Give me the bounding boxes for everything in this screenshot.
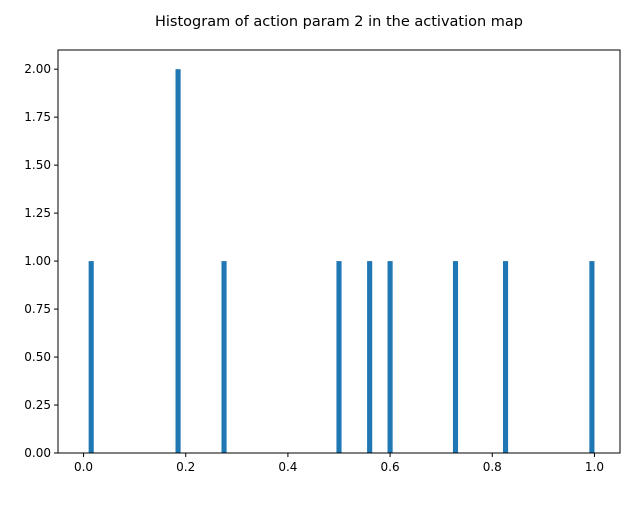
histogram-bar-8 bbox=[589, 261, 595, 453]
y-tick-label-6: 1.50 bbox=[24, 158, 51, 172]
y-tick-label-4: 1.00 bbox=[24, 254, 51, 268]
histogram-bar-1 bbox=[175, 69, 181, 453]
histogram-bar-4 bbox=[367, 261, 373, 453]
histogram-bar-3 bbox=[336, 261, 342, 453]
histogram-bar-2 bbox=[221, 261, 227, 453]
plot-area: 0.0 0.2 0.4 0.6 0.8 1.0 0.00 0.25 0.50 0.75 1.00 1.… bbox=[24, 49, 621, 474]
y-tick-label-7: 1.75 bbox=[24, 110, 51, 124]
x-tick-label-1: 0.2 bbox=[176, 460, 195, 474]
x-tick-label-5: 1.0 bbox=[585, 460, 604, 474]
y-tick-label-3: 0.75 bbox=[24, 302, 51, 316]
axes-frame bbox=[57, 49, 621, 454]
y-tick-label-8: 2.00 bbox=[24, 62, 51, 76]
histogram-bar-7 bbox=[503, 261, 509, 453]
x-tick-label-0: 0.0 bbox=[74, 460, 93, 474]
y-tick-label-1: 0.25 bbox=[24, 398, 51, 412]
y-tick-label-5: 1.25 bbox=[24, 206, 51, 220]
histogram-bar-0 bbox=[88, 261, 94, 453]
x-tick-label-2: 0.4 bbox=[278, 460, 297, 474]
y-tick-label-2: 0.50 bbox=[24, 350, 51, 364]
x-tick-label-3: 0.6 bbox=[381, 460, 400, 474]
histogram-bar-5 bbox=[387, 261, 393, 453]
histogram-bar-6 bbox=[452, 261, 459, 453]
y-tick-label-0: 0.00 bbox=[24, 446, 51, 460]
x-tick-label-4: 0.8 bbox=[483, 460, 502, 474]
chart-title: Histogram of action param 2 in the activ… bbox=[155, 14, 523, 30]
